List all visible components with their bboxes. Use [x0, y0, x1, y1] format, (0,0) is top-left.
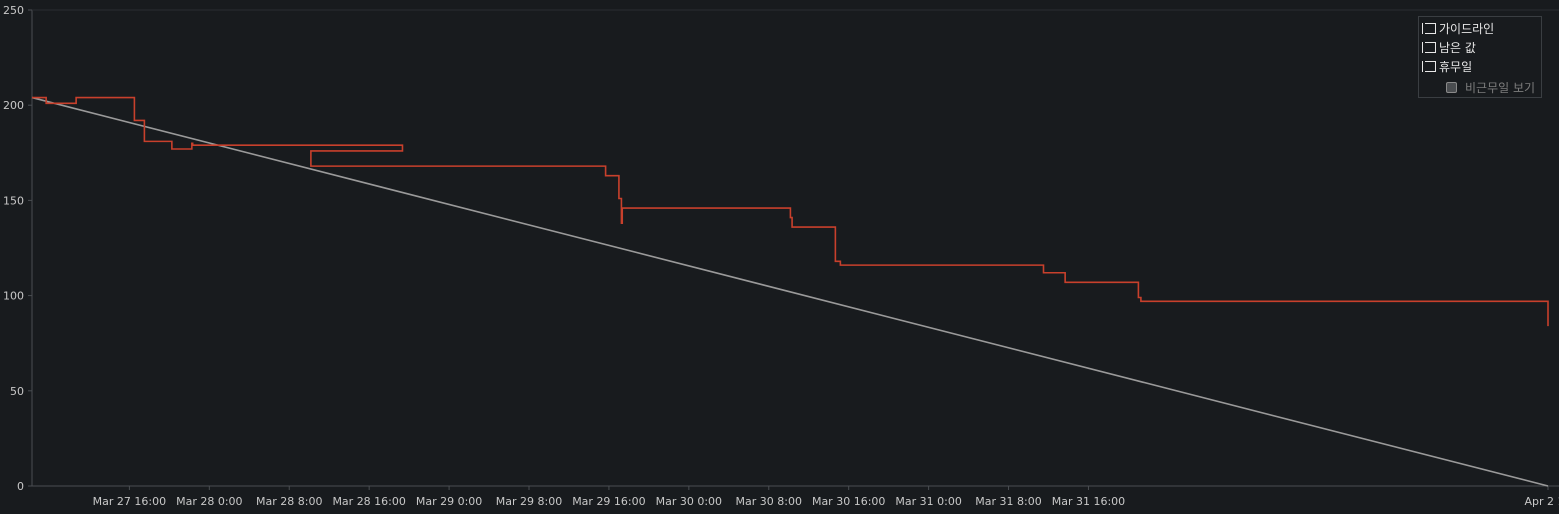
x-tick-label: Mar 28 0:00 [176, 495, 242, 508]
chart-legend: 가이드라인 남은 값 휴무일 비근무일 보기 [1418, 16, 1542, 98]
show-nonworking-days-label: 비근무일 보기 [1465, 81, 1536, 95]
series-line-0 [31, 96, 1549, 487]
x-tick-label: Mar 31 16:00 [1052, 495, 1125, 508]
x-tick-label: Apr 2 14 [1524, 495, 1559, 508]
y-tick-label: 200 [3, 99, 24, 112]
legend-swatch-guideline [1422, 22, 1436, 39]
x-tick-label: Mar 29 0:00 [416, 495, 482, 508]
x-tick-label: Mar 31 8:00 [975, 495, 1041, 508]
y-tick-label: 0 [17, 480, 24, 493]
y-tick-label: 250 [3, 4, 24, 17]
y-tick-label: 50 [10, 385, 24, 398]
legend-item-guideline[interactable]: 가이드라인 [1422, 20, 1495, 39]
y-tick-label: 150 [3, 194, 24, 207]
legend-item-remaining[interactable]: 남은 값 [1422, 39, 1476, 58]
legend-label-remaining: 남은 값 [1439, 40, 1476, 55]
x-tick-label: Mar 29 16:00 [572, 495, 645, 508]
show-nonworking-days-checkbox[interactable] [1446, 82, 1457, 93]
y-tick-label: 100 [3, 290, 24, 303]
x-tick-label: Mar 30 0:00 [656, 495, 722, 508]
show-nonworking-days-toggle[interactable]: 비근무일 보기 [1446, 79, 1535, 96]
x-tick-label: Mar 27 16:00 [93, 495, 166, 508]
x-tick-label: Mar 28 8:00 [256, 495, 322, 508]
x-tick-label: Mar 29 8:00 [496, 495, 562, 508]
x-tick-label: Mar 30 16:00 [812, 495, 885, 508]
legend-swatch-remaining [1422, 41, 1436, 58]
legend-label-holiday: 휴무일 [1439, 59, 1473, 74]
x-tick-label: Mar 31 0:00 [895, 495, 961, 508]
legend-swatch-holiday [1422, 60, 1436, 77]
x-tick-label: Mar 28 16:00 [332, 495, 405, 508]
series-line-1 [32, 96, 1549, 327]
legend-label-guideline: 가이드라인 [1439, 21, 1495, 36]
x-tick-label: Mar 30 8:00 [736, 495, 802, 508]
legend-item-holiday[interactable]: 휴무일 [1422, 58, 1473, 77]
